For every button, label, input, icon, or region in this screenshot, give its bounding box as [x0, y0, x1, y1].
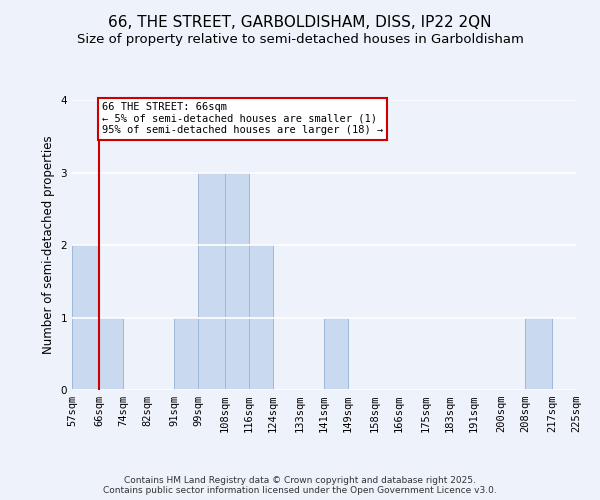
Y-axis label: Number of semi-detached properties: Number of semi-detached properties	[42, 136, 55, 354]
Bar	[249, 245, 273, 390]
Bar	[198, 172, 225, 390]
Bar	[174, 318, 198, 390]
Bar	[324, 318, 348, 390]
Text: Contains HM Land Registry data © Crown copyright and database right 2025.
Contai: Contains HM Land Registry data © Crown c…	[103, 476, 497, 495]
Bar	[225, 172, 249, 390]
Text: 66 THE STREET: 66sqm
← 5% of semi-detached houses are smaller (1)
95% of semi-de: 66 THE STREET: 66sqm ← 5% of semi-detach…	[102, 102, 383, 136]
Text: Size of property relative to semi-detached houses in Garboldisham: Size of property relative to semi-detach…	[77, 32, 523, 46]
Bar	[99, 318, 123, 390]
Bar	[525, 318, 552, 390]
Text: 66, THE STREET, GARBOLDISHAM, DISS, IP22 2QN: 66, THE STREET, GARBOLDISHAM, DISS, IP22…	[108, 15, 492, 30]
Bar	[72, 245, 99, 390]
